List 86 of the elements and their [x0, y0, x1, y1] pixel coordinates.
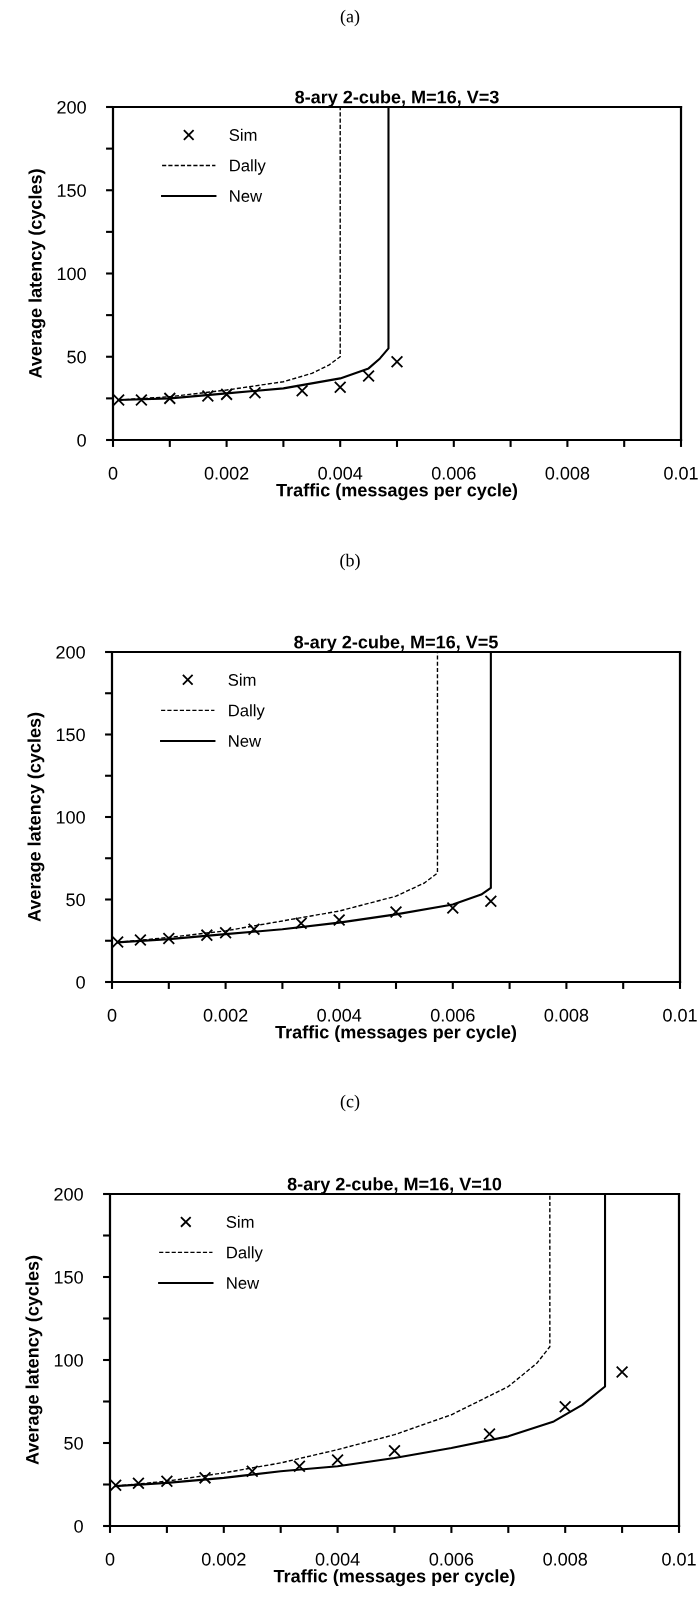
point: [615, 1365, 629, 1379]
y-tick-label: 50: [67, 350, 86, 364]
x-tick-label: 0: [105, 1552, 115, 1566]
x-tick-label: 0.004: [318, 466, 363, 480]
text: (c): [340, 1094, 360, 1112]
point: [160, 1474, 174, 1488]
point: [134, 933, 147, 947]
x-axis-title: Traffic (messages per cycle): [275, 1025, 517, 1043]
point: [390, 355, 404, 369]
chart-title: 8-ary 2-cube, M=16, V=10: [287, 1177, 502, 1194]
point: [333, 380, 347, 394]
chart-title: 8-ary 2-cube, M=16, V=5: [294, 635, 498, 652]
legend-label: New: [229, 735, 262, 747]
y-tick-label: 150: [54, 1270, 83, 1284]
point: [294, 916, 308, 930]
point: [163, 392, 177, 405]
x-tick-label: 0.01: [662, 1552, 696, 1566]
x-tick-label: 0: [108, 466, 118, 480]
y-tick-label: 150: [57, 184, 86, 197]
x-tick-label: 0.01: [664, 466, 698, 480]
point: [558, 1400, 572, 1414]
point: [388, 1444, 401, 1458]
y-tick-label: 100: [56, 810, 85, 824]
point: [332, 913, 346, 927]
point: [135, 393, 148, 407]
x-tick-label: 0.01: [663, 1008, 697, 1022]
point: [111, 935, 124, 949]
y-tick-label: 50: [64, 1436, 83, 1450]
x-tick-label: 0.008: [545, 466, 590, 480]
point: [162, 932, 176, 945]
point: [248, 386, 262, 399]
legend-label: Dally: [227, 1246, 263, 1262]
x-axis-title: Traffic (messages per cycle): [273, 1569, 515, 1587]
point: [331, 1453, 344, 1467]
point: [198, 1471, 212, 1485]
point: [484, 894, 498, 908]
legend-label: Sim: [229, 128, 257, 141]
point: [483, 1427, 496, 1441]
text: (b): [340, 553, 360, 571]
point: [132, 1476, 145, 1490]
y-axis-title: Average latency (cycles): [27, 712, 45, 922]
x-tick-label: 0.004: [317, 1008, 362, 1022]
point: [389, 905, 403, 919]
y-tick-label: 100: [57, 267, 86, 281]
x-tick-label: 0.006: [430, 1008, 475, 1022]
point: [220, 388, 233, 401]
point: [201, 389, 215, 403]
point: [247, 922, 261, 936]
y-tick-label: 200: [57, 100, 86, 114]
y-tick-label: 100: [54, 1353, 83, 1367]
legend-label: Dally: [229, 704, 265, 720]
chart-title: 8-ary 2-cube, M=16, V=3: [295, 90, 499, 107]
legend-label: New: [227, 1277, 260, 1289]
legend-label: Sim: [226, 1215, 254, 1228]
y-axis-title: Average latency (cycles): [25, 1255, 43, 1465]
y-tick-label: 0: [77, 433, 86, 447]
x-axis-title: Traffic (messages per cycle): [276, 483, 518, 501]
text: (a): [340, 9, 360, 27]
point: [219, 926, 232, 940]
x-tick-label: 0.008: [544, 1008, 589, 1022]
x-tick-label: 0.004: [315, 1552, 360, 1566]
point: [112, 393, 125, 407]
legend-label: Sim: [228, 673, 256, 686]
x-tick-label: 0.008: [543, 1552, 588, 1566]
point: [245, 1464, 259, 1478]
y-tick-label: 150: [56, 728, 85, 742]
point: [109, 1478, 122, 1492]
point: [362, 369, 375, 383]
point: [295, 384, 309, 398]
x-tick-label: 0.006: [431, 466, 476, 480]
y-axis-title: Average latency (cycles): [28, 169, 46, 379]
x-tick-label: 0.006: [429, 1552, 474, 1566]
legend-label: Dally: [230, 159, 266, 175]
y-tick-label: 0: [76, 975, 85, 989]
point: [200, 928, 214, 942]
y-tick-label: 0: [74, 1519, 83, 1533]
x-tick-label: 0.002: [203, 1008, 248, 1022]
y-tick-label: 200: [56, 645, 85, 659]
y-tick-label: 50: [66, 893, 85, 907]
y-tick-label: 200: [54, 1187, 83, 1201]
x-tick-label: 0.002: [204, 466, 249, 480]
legend-label: New: [230, 190, 263, 202]
x-tick-label: 0: [107, 1008, 117, 1022]
point: [293, 1459, 306, 1473]
x-tick-label: 0.002: [201, 1552, 246, 1566]
point: [446, 901, 460, 915]
